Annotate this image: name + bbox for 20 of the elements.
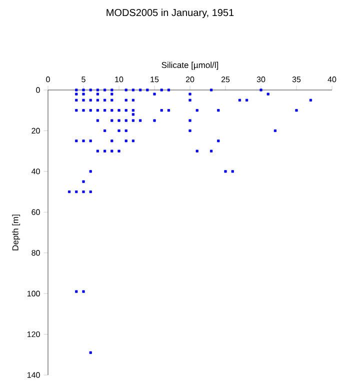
y-tick-label: 20 xyxy=(32,128,40,134)
x-tick-label: 35 xyxy=(292,76,301,82)
x-tick-label: 30 xyxy=(256,76,266,82)
x-axis-title: Silicate [µmol/l] xyxy=(162,62,218,70)
x-tick-label: 20 xyxy=(186,76,194,82)
y-tick-label: 120 xyxy=(27,331,40,338)
y-tick-label: 100 xyxy=(27,290,40,296)
x-tick-label: 0 xyxy=(46,76,50,82)
x-tick-label: 5 xyxy=(82,76,86,82)
y-tick-label: 80 xyxy=(32,250,40,256)
x-tick-label: 25 xyxy=(221,76,230,82)
x-tick-label: 10 xyxy=(115,76,124,82)
y-tick-label: 0 xyxy=(36,87,40,93)
x-tick-label: 15 xyxy=(150,76,159,82)
chart-title: MODS2005 in January, 1951 xyxy=(106,8,234,18)
y-tick-label: 60 xyxy=(32,209,40,215)
x-tick-label: 40 xyxy=(328,76,336,82)
y-tick-label: 40 xyxy=(32,168,40,174)
y-axis-title: Depth [m] xyxy=(12,214,20,250)
y-tick-label: 140 xyxy=(27,372,40,378)
